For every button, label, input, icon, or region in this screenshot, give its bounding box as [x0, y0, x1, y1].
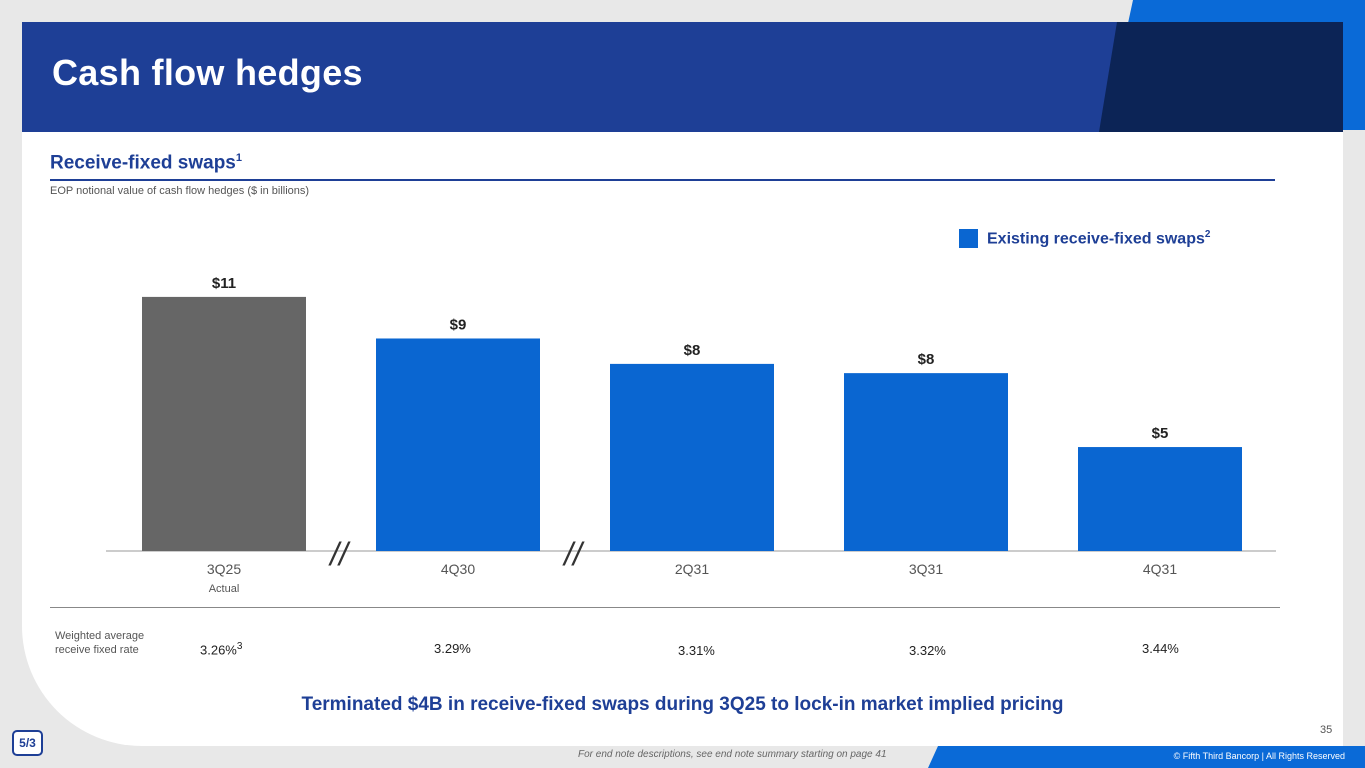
bar-3q31 [844, 373, 1008, 551]
copyright-notice: © Fifth Third Bancorp | All Rights Reser… [1173, 751, 1345, 761]
tick-label-2q31: 2Q31 [675, 561, 709, 577]
rate-footnote-3q25: 3 [236, 641, 243, 652]
bar-4q31 [1078, 447, 1242, 551]
key-takeaway: Terminated $4B in receive-fixed swaps du… [301, 694, 1064, 715]
page-number: 35 [1320, 724, 1333, 736]
data-label-4q31: $5 [1152, 425, 1169, 442]
header-dark-accent [1099, 22, 1343, 132]
chart-subtitle: EOP notional value of cash flow hedges (… [50, 185, 310, 197]
rate-cell-4q31: 3.44% [1142, 641, 1179, 656]
data-label-4q30: $9 [450, 316, 467, 333]
page-title: Cash flow hedges [52, 52, 363, 93]
category-note-actual: Actual [208, 583, 240, 595]
slide-frame: Cash flow hedges Receive-fixed swaps1 EO… [22, 22, 1343, 746]
legend-label-text: Existing receive-fixed swaps [987, 230, 1205, 248]
bar-2q31 [610, 363, 774, 551]
data-label-3q25: $11 [212, 275, 236, 292]
section-title-text: Receive-fixed swaps [50, 152, 236, 174]
footer-band: © Fifth Third Bancorp | All Rights Reser… [928, 746, 1365, 768]
rate-cell-4q30: 3.29% [434, 641, 471, 656]
section-title-footnote: 1 [235, 152, 242, 164]
legend-label-footnote: 2 [1204, 229, 1211, 240]
rate-value-3q25: 3.26% [200, 642, 237, 658]
rate-cell-2q31: 3.31% [678, 643, 715, 658]
bar-chart: $11 3Q25 $9 4Q30 $8 2Q31 $8 3Q31 $5 4Q31 // // [106, 275, 1276, 577]
bar-4q30 [376, 338, 540, 551]
section-divider [50, 179, 1275, 181]
section-title: Receive-fixed swaps1 [50, 152, 242, 174]
legend-label: Existing receive-fixed swaps2 [987, 229, 1210, 248]
table-divider [50, 607, 1280, 608]
legend-swatch [959, 229, 978, 249]
data-label-3q31: $8 [918, 351, 935, 368]
tick-label-4q31: 4Q31 [1143, 561, 1177, 577]
rate-row-label: Weighted average receive fixed rate [55, 630, 145, 656]
rate-cell-3q31: 3.32% [909, 643, 946, 658]
tick-label-4q30: 4Q30 [441, 561, 475, 577]
axis-break-marker: // [328, 536, 351, 572]
chart-legend: Existing receive-fixed swaps2 [959, 229, 1210, 249]
tick-label-3q25: 3Q25 [207, 561, 241, 577]
bar-3q25 [142, 296, 306, 551]
rate-cell-3q25: 3.26%3 [200, 641, 242, 657]
axis-break-marker: // [562, 536, 585, 572]
data-label-2q31: $8 [684, 342, 701, 359]
tick-label-3q31: 3Q31 [909, 561, 943, 577]
endnote-reference: For end note descriptions, see end note … [578, 749, 887, 760]
fifth-third-logo: 5/3 [12, 730, 43, 756]
